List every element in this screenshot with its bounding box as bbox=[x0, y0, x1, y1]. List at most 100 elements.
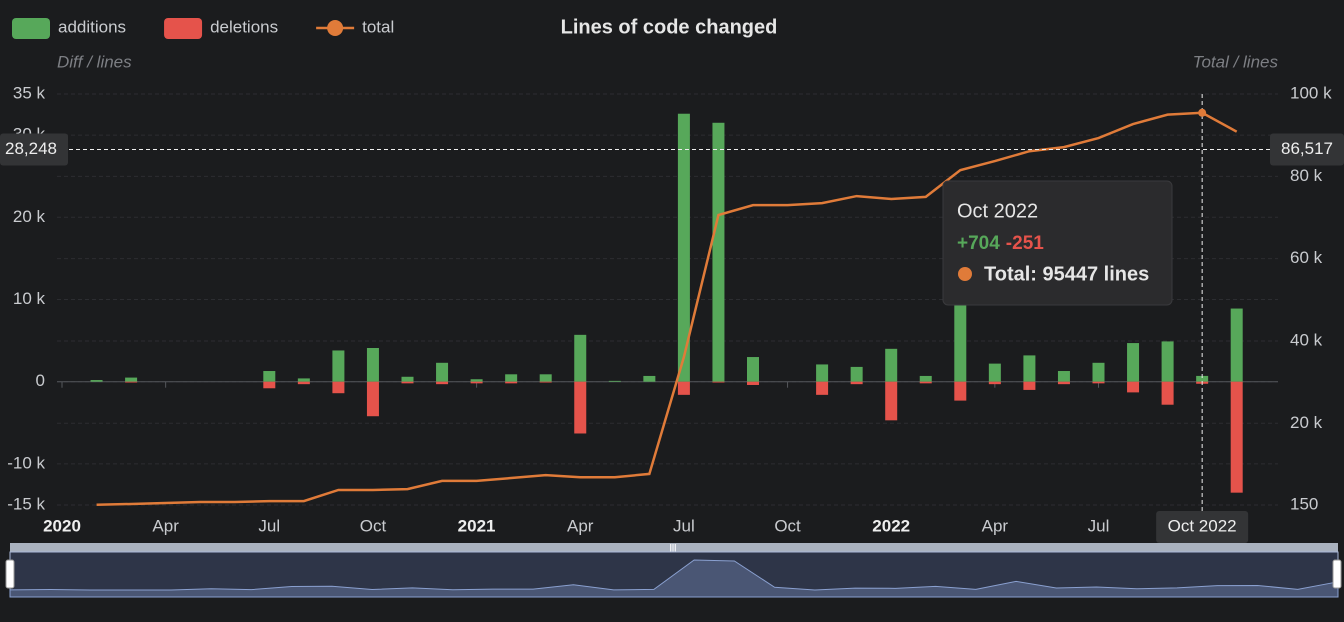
bar bbox=[90, 380, 103, 382]
bar bbox=[885, 381, 898, 421]
legend-swatch bbox=[12, 18, 50, 39]
zoom-grip: ||| bbox=[670, 543, 677, 552]
bar bbox=[574, 381, 587, 434]
bar bbox=[297, 381, 310, 385]
bar bbox=[1230, 308, 1243, 382]
x-tick-label: Oct bbox=[774, 516, 801, 535]
bar bbox=[297, 378, 310, 382]
bar bbox=[125, 377, 138, 382]
legend-swatch bbox=[164, 18, 203, 39]
line bbox=[96, 111, 1238, 507]
y2-tick-label: 60 k bbox=[1290, 248, 1323, 267]
bar bbox=[332, 350, 345, 382]
crosshair-y-label: 28,248 bbox=[5, 139, 57, 158]
tooltip-deletions: -251 bbox=[1006, 233, 1044, 254]
x-tick-label: Apr bbox=[982, 516, 1009, 535]
y-axis-title: Diff / lines bbox=[57, 52, 132, 71]
crosshair-y-box bbox=[0, 133, 68, 166]
bar bbox=[677, 113, 690, 382]
bar bbox=[712, 381, 725, 383]
bar bbox=[1161, 381, 1174, 405]
y-tick-label: 35 k bbox=[13, 83, 46, 102]
bar bbox=[919, 381, 932, 384]
crosshair-y2-label: 86,517 bbox=[1281, 139, 1333, 158]
bar bbox=[954, 381, 967, 401]
pointer-dot bbox=[1198, 108, 1207, 117]
tooltip-dot bbox=[958, 267, 972, 281]
bar bbox=[988, 363, 1001, 382]
bar bbox=[747, 381, 759, 385]
y2-tick-label: 100 k bbox=[1290, 83, 1332, 102]
bar bbox=[125, 381, 138, 383]
x-tick-label: 2022 bbox=[872, 516, 910, 535]
y2-tick-label: 150 bbox=[1290, 494, 1318, 513]
bar bbox=[574, 334, 587, 382]
bar bbox=[366, 347, 379, 382]
zoom-handle[interactable] bbox=[5, 559, 15, 589]
x-tick-label: Apr bbox=[152, 516, 179, 535]
bar bbox=[954, 304, 967, 382]
bar bbox=[919, 375, 932, 382]
legend-item[interactable]: additions bbox=[12, 17, 126, 39]
y-tick-label: 0 bbox=[36, 371, 45, 390]
bar bbox=[470, 381, 483, 384]
chart-title: Lines of code changed bbox=[561, 16, 778, 38]
bar bbox=[608, 380, 621, 382]
bar bbox=[1230, 381, 1243, 493]
tooltip-box bbox=[942, 180, 1173, 306]
y-tick-label: -10 k bbox=[7, 453, 45, 472]
x-tick-label: Jul bbox=[258, 516, 280, 535]
bar bbox=[643, 375, 656, 382]
x-pointer-label: Oct 2022 bbox=[1168, 516, 1237, 535]
x-tick-label: Oct bbox=[360, 516, 387, 535]
bar bbox=[436, 362, 449, 382]
y2-tick-label: 40 k bbox=[1290, 330, 1323, 349]
y2-tick-label: 80 k bbox=[1290, 166, 1323, 185]
bar bbox=[1057, 371, 1070, 382]
bar bbox=[1196, 375, 1209, 382]
bar bbox=[332, 381, 345, 394]
bar bbox=[505, 374, 518, 382]
x-pointer-label-box bbox=[1156, 511, 1249, 543]
bar bbox=[1161, 341, 1174, 382]
bar bbox=[1057, 381, 1070, 385]
zoom-top-bar bbox=[10, 543, 1338, 552]
x-tick-label: Jul bbox=[673, 516, 695, 535]
bar bbox=[366, 381, 379, 417]
bar bbox=[816, 364, 829, 382]
legend-label: deletions bbox=[210, 17, 278, 36]
bar bbox=[505, 381, 518, 384]
x-tick-label: 2021 bbox=[458, 516, 496, 535]
bar bbox=[747, 357, 759, 382]
y-tick-label: 20 k bbox=[13, 207, 46, 226]
bar bbox=[850, 381, 863, 385]
bar bbox=[401, 376, 414, 382]
x-tick-label: 2020 bbox=[43, 516, 81, 535]
tooltip-title: Oct 2022 bbox=[957, 200, 1038, 222]
bar bbox=[988, 381, 1001, 385]
bar bbox=[885, 348, 898, 382]
bar bbox=[1092, 381, 1105, 384]
bar bbox=[850, 366, 863, 382]
bar bbox=[470, 379, 483, 382]
y2-axis-title: Total / lines bbox=[1193, 52, 1279, 71]
data-zoom[interactable]: ||| bbox=[5, 543, 1342, 598]
bar bbox=[1127, 343, 1140, 382]
bar bbox=[816, 381, 829, 395]
tooltip-additions: +704 bbox=[957, 233, 1000, 254]
y2-tick-label: 20 k bbox=[1290, 413, 1323, 432]
y-tick-label: 10 k bbox=[13, 289, 46, 308]
legend-item[interactable]: deletions bbox=[164, 17, 278, 39]
bar bbox=[539, 381, 552, 383]
bar bbox=[677, 381, 690, 395]
bar bbox=[436, 381, 449, 385]
bar bbox=[1127, 381, 1140, 393]
bar bbox=[1092, 362, 1105, 382]
x-tick-label: Jul bbox=[1088, 516, 1110, 535]
legend-label: additions bbox=[58, 17, 126, 36]
tooltip: Oct 2022 +704 -251 Total: 95447 lines bbox=[942, 180, 1173, 306]
bar bbox=[263, 381, 276, 389]
zoom-handle[interactable] bbox=[1332, 559, 1342, 589]
legend-item[interactable]: total bbox=[316, 17, 394, 36]
